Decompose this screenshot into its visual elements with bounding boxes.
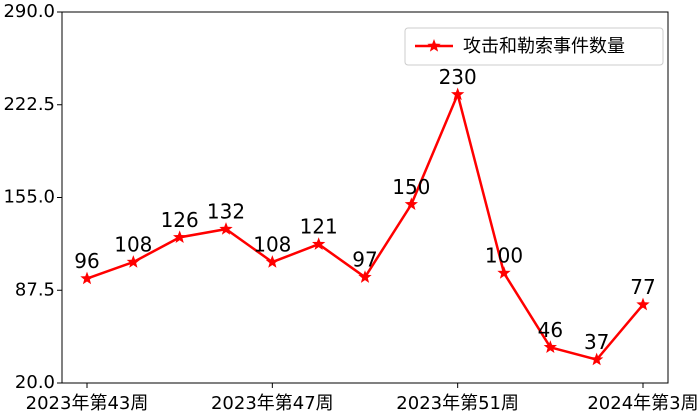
point-marker xyxy=(497,266,511,279)
data-label: 121 xyxy=(300,215,338,239)
point-marker xyxy=(404,197,418,211)
data-label: 96 xyxy=(74,249,99,273)
point-marker xyxy=(543,340,557,353)
point-marker xyxy=(265,255,279,268)
data-label: 97 xyxy=(352,248,377,272)
point-marker xyxy=(126,255,140,268)
point-marker xyxy=(80,271,94,285)
y-tick-label: 20.0 xyxy=(15,372,55,393)
point-marker xyxy=(312,237,326,250)
data-label: 77 xyxy=(630,275,655,299)
data-label: 150 xyxy=(392,175,430,199)
legend-marker xyxy=(427,39,441,52)
legend-box xyxy=(404,27,664,66)
point-marker xyxy=(219,222,233,235)
point-marker xyxy=(451,87,465,101)
data-label: 108 xyxy=(114,233,152,257)
x-tick-label: 2023年第43周 xyxy=(26,393,149,414)
x-tick-label: 2023年第51周 xyxy=(396,393,519,414)
data-label: 108 xyxy=(253,233,291,257)
x-tick-label: 2023年第47周 xyxy=(211,393,334,414)
point-marker xyxy=(636,297,650,311)
legend-label: 攻击和勒索事件数量 xyxy=(463,36,625,57)
point-marker xyxy=(358,270,372,283)
point-marker xyxy=(590,352,604,366)
x-tick-label: 2024年第3周 xyxy=(587,393,698,414)
data-label: 100 xyxy=(485,244,523,268)
data-label: 230 xyxy=(439,65,477,89)
data-label: 37 xyxy=(584,330,609,354)
y-tick-label: 290.0 xyxy=(3,1,55,22)
y-tick-label: 87.5 xyxy=(15,279,55,300)
y-tick-label: 222.5 xyxy=(3,94,55,115)
data-label: 132 xyxy=(207,200,245,224)
point-marker xyxy=(173,230,187,244)
plot-frame xyxy=(61,11,669,384)
data-label: 46 xyxy=(538,318,563,342)
y-tick-label: 155.0 xyxy=(3,187,55,208)
data-label: 126 xyxy=(161,208,199,232)
